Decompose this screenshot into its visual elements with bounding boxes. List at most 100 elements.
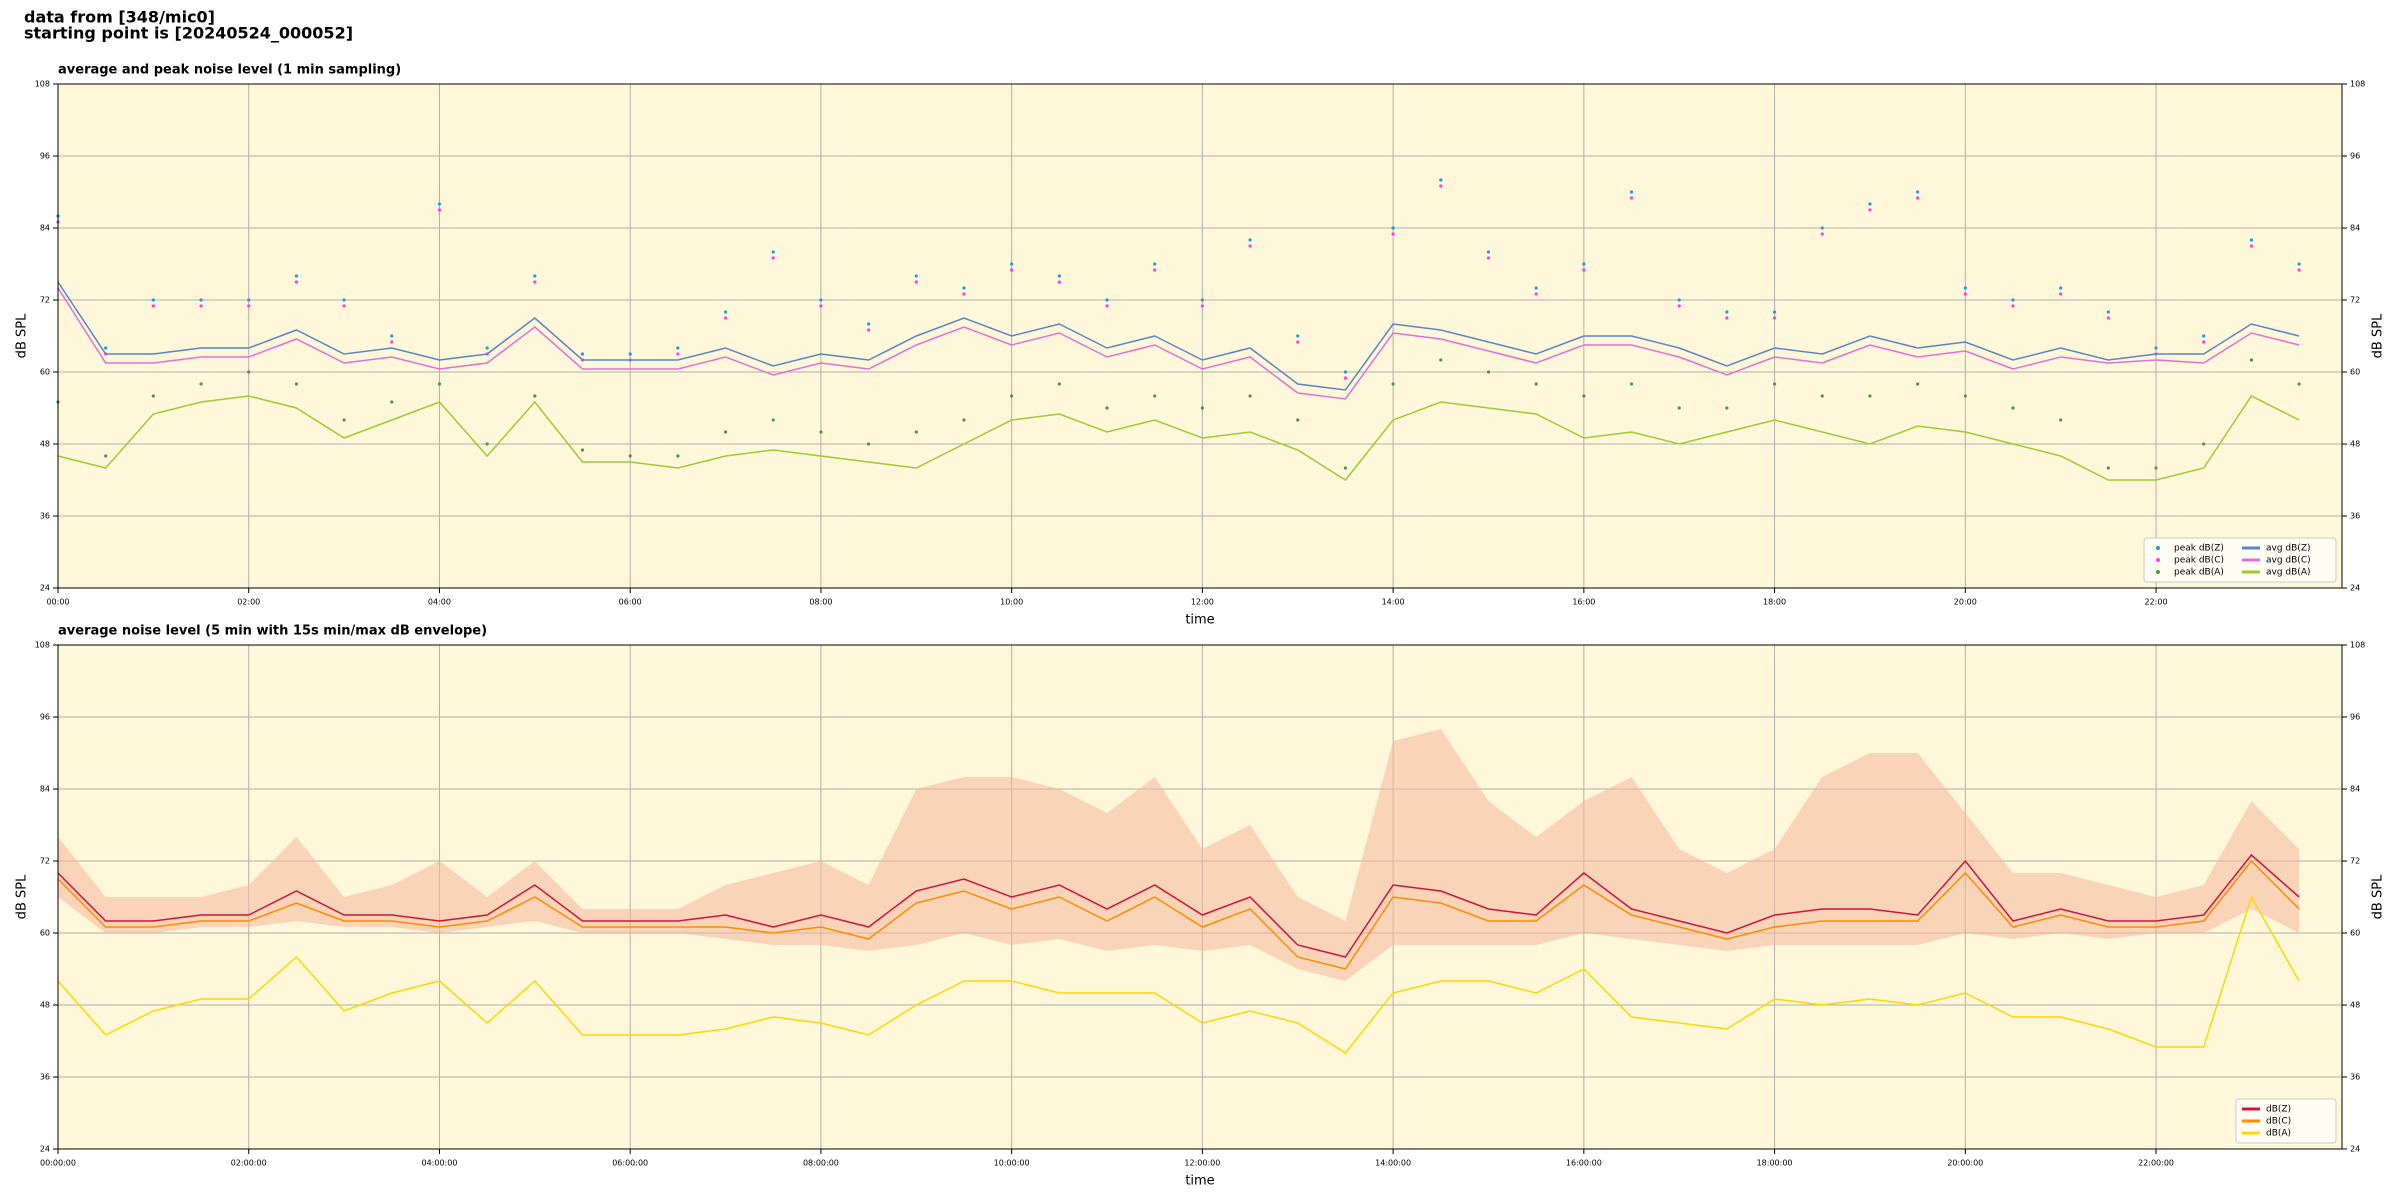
x-tick-label: 02:00 bbox=[237, 598, 260, 607]
peak-point bbox=[1629, 190, 1634, 194]
peak-point bbox=[2106, 316, 2110, 320]
peak-point bbox=[485, 346, 489, 350]
x-tick-label: 00:00:00 bbox=[40, 1159, 76, 1168]
y-tick-label: 84 bbox=[40, 224, 50, 233]
peak-point bbox=[1391, 226, 1395, 230]
plot-frame bbox=[57, 83, 2343, 589]
suptitle-line: data from [348/mic0] bbox=[24, 8, 215, 27]
peak-point bbox=[2202, 334, 2206, 338]
y-tick-label: 108 bbox=[35, 80, 50, 89]
peak-point bbox=[247, 370, 251, 374]
x-tick-label: 02:00:00 bbox=[231, 1159, 267, 1168]
peak-point bbox=[2059, 292, 2063, 296]
y2-tick-label: 96 bbox=[2350, 152, 2360, 161]
plot-frame bbox=[57, 644, 2343, 1150]
peak-point bbox=[1486, 256, 1491, 260]
peak-point bbox=[151, 394, 155, 398]
peak-point bbox=[723, 310, 728, 314]
peak-point bbox=[1963, 286, 1967, 290]
peak-point bbox=[1010, 262, 1014, 266]
y2-tick-label: 36 bbox=[2350, 512, 2360, 521]
peak-point bbox=[1486, 370, 1491, 374]
x-tick-label: 14:00 bbox=[1382, 598, 1405, 607]
peak-point bbox=[533, 274, 537, 278]
x-tick-label: 06:00 bbox=[619, 598, 642, 607]
peak-point bbox=[437, 202, 442, 206]
peak-point bbox=[867, 322, 871, 326]
peak-point bbox=[1486, 250, 1491, 254]
peak-point bbox=[2297, 262, 2301, 266]
x-tick-label: 22:00 bbox=[2145, 598, 2168, 607]
peak-point bbox=[1105, 304, 1109, 308]
legend-label: peak dB(C) bbox=[2174, 556, 2224, 566]
peak-point bbox=[914, 430, 918, 434]
x-tick-label: 04:00 bbox=[428, 598, 451, 607]
peak-point bbox=[1868, 394, 1872, 398]
y-tick-label: 84 bbox=[40, 785, 50, 794]
y-tick-label: 72 bbox=[40, 857, 50, 866]
peak-point bbox=[628, 352, 632, 356]
y2-tick-label: 48 bbox=[2350, 440, 2360, 449]
x-tick-label: 20:00 bbox=[1954, 598, 1977, 607]
peak-point bbox=[1725, 310, 1729, 314]
peak-point bbox=[1677, 304, 1681, 308]
x-axis-label: time bbox=[1185, 1174, 1214, 1189]
peak-point bbox=[1296, 340, 1300, 344]
x-tick-label: 00:00 bbox=[46, 598, 69, 607]
peak-point bbox=[1868, 208, 1872, 212]
y2-tick-label: 72 bbox=[2350, 857, 2360, 866]
peak-point bbox=[199, 298, 203, 302]
peak-point bbox=[723, 430, 728, 434]
peak-point bbox=[104, 454, 108, 458]
peak-point bbox=[962, 286, 966, 290]
y-tick-label: 108 bbox=[35, 641, 50, 650]
peak-point bbox=[1296, 418, 1300, 422]
y-tick-label: 60 bbox=[40, 368, 50, 377]
x-tick-label: 08:00 bbox=[809, 598, 832, 607]
x-tick-label: 18:00:00 bbox=[1757, 1159, 1793, 1168]
peak-point bbox=[247, 298, 251, 302]
legend-label: dB(C) bbox=[2266, 1117, 2291, 1127]
y2-tick-label: 84 bbox=[2350, 785, 2360, 794]
peak-point bbox=[1582, 262, 1586, 266]
x-tick-label: 08:00:00 bbox=[803, 1159, 839, 1168]
peak-point bbox=[2249, 244, 2254, 248]
peak-point bbox=[1057, 274, 1061, 278]
peak-point bbox=[1629, 382, 1634, 386]
series-line bbox=[57, 281, 2300, 391]
peak-point bbox=[2154, 346, 2158, 350]
peak-point bbox=[151, 304, 155, 308]
y-tick-label: 96 bbox=[40, 713, 50, 722]
x-tick-label: 06:00:00 bbox=[612, 1159, 648, 1168]
y-tick-label: 96 bbox=[40, 152, 50, 161]
peak-point bbox=[390, 340, 394, 344]
x-tick-label: 10:00:00 bbox=[994, 1159, 1030, 1168]
peak-point bbox=[151, 298, 155, 302]
peak-point bbox=[676, 352, 680, 356]
peak-point bbox=[390, 400, 394, 404]
x-tick-label: 12:00 bbox=[1191, 598, 1214, 607]
peak-point bbox=[1439, 178, 1443, 182]
peak-point bbox=[1820, 232, 1824, 236]
legend-box bbox=[2143, 537, 2337, 583]
suptitle-line: starting point is [20240524_000052] bbox=[24, 24, 353, 43]
y2-tick-label: 72 bbox=[2350, 296, 2360, 305]
legend-marker bbox=[2156, 570, 2160, 574]
legend-box bbox=[2235, 1098, 2337, 1144]
legend-label: peak dB(Z) bbox=[2174, 544, 2224, 554]
peak-point bbox=[1534, 292, 1538, 296]
y2-axis-label: dB SPL bbox=[2371, 874, 2386, 919]
envelope-area bbox=[58, 729, 2300, 981]
peak-point bbox=[1677, 406, 1681, 410]
y2-tick-label: 96 bbox=[2350, 713, 2360, 722]
peak-point bbox=[1868, 202, 1872, 206]
y-tick-label: 36 bbox=[40, 1073, 50, 1082]
peak-point bbox=[771, 418, 775, 422]
peak-point bbox=[2059, 418, 2063, 422]
peak-point bbox=[2297, 268, 2301, 272]
peak-point bbox=[2297, 382, 2301, 386]
peak-point bbox=[914, 280, 918, 284]
x-tick-label: 22:00:00 bbox=[2138, 1159, 2174, 1168]
peak-point bbox=[1772, 310, 1777, 314]
